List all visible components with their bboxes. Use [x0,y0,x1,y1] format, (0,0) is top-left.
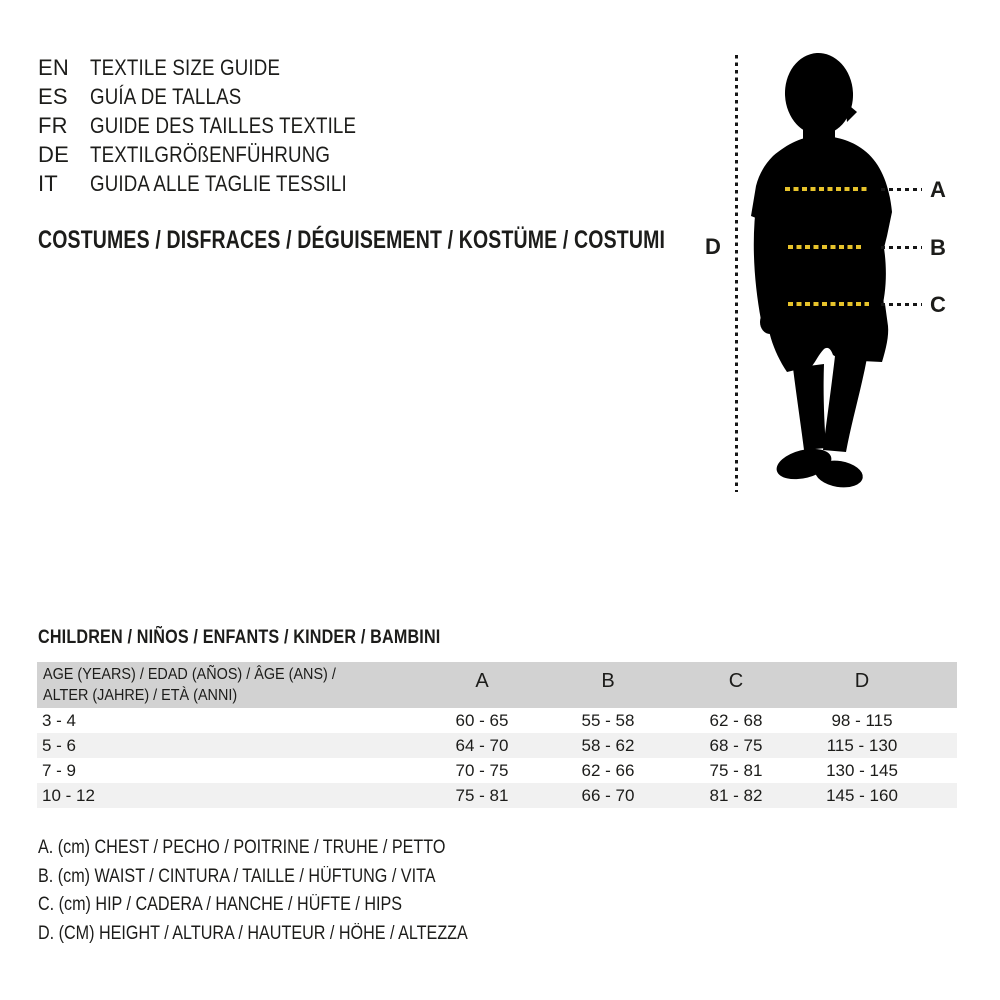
child-silhouette [751,53,892,488]
column-header-a: A [475,670,489,692]
language-title: GUIDE DES TAILLES TEXTILE [90,112,357,138]
language-row-en: EN TEXTILE SIZE GUIDE [38,53,403,82]
language-row-it: IT GUIDA ALLE TAGLIE TESSILI [38,169,403,198]
column-header-c: C [728,670,744,692]
age-cell: 10 - 12 [42,786,95,805]
waist-cell: 62 - 66 [581,761,635,780]
chest-cell: 60 - 65 [455,711,509,730]
height-dotted-line [735,55,738,492]
legend-waist: B. (cm) WAIST / CINTURA / TAILLE / HÜFTU… [38,865,436,887]
language-title: GUIDA ALLE TAGLIE TESSILI [90,170,347,196]
category-heading: COSTUMES / DISFRACES / DÉGUISEMENT / KOS… [38,226,666,254]
height-cell: 98 - 115 [831,711,893,730]
legend-height: D. (CM) HEIGHT / ALTURA / HAUTEUR / HÖHE… [38,922,468,944]
chest-cell: 64 - 70 [455,736,509,755]
language-title: TEXTILE SIZE GUIDE [90,54,281,80]
table-row: 10 - 12 75 - 81 66 - 70 81 - 82 145 - 16… [37,783,957,808]
age-cell: 5 - 6 [42,736,77,755]
column-header-d: D [854,670,870,692]
column-header-b: B [601,670,615,692]
chest-connector-line [881,188,922,191]
children-size-table: AGE (YEARS) / EDAD (AÑOS) / ÂGE (ANS) / … [37,662,957,808]
height-cell: 145 - 160 [826,786,898,805]
table-section-heading: CHILDREN / NIÑOS / ENFANTS / KINDER / BA… [38,627,441,648]
table-header-row: AGE (YEARS) / EDAD (AÑOS) / ÂGE (ANS) / … [37,662,957,708]
waist-connector-line [881,246,922,249]
age-cell: 7 - 9 [42,761,77,780]
waist-label-b: B [930,235,946,260]
language-code: ES [38,83,68,109]
age-column-header: AGE (YEARS) / EDAD (AÑOS) / ÂGE (ANS) / … [43,666,336,704]
hip-connector-line [881,303,922,306]
waist-measure-line [788,245,864,249]
language-code: IT [38,170,58,196]
waist-cell: 66 - 70 [581,786,635,805]
legend-hip: C. (cm) HIP / CADERA / HANCHE / HÜFTE / … [38,894,403,916]
hip-cell: 81 - 82 [709,786,763,805]
legend-chest: A. (cm) CHEST / PECHO / POITRINE / TRUHE… [38,837,446,858]
height-cell: 115 - 130 [826,736,898,755]
table-row: 5 - 6 64 - 70 58 - 62 68 - 75 115 - 130 [37,733,957,758]
chest-cell: 75 - 81 [455,786,509,805]
language-row-fr: FR GUIDE DES TAILLES TEXTILE [38,111,403,140]
language-title: GUÍA DE TALLAS [90,83,242,109]
language-title: TEXTILGRÖßENFÜHRUNG [90,141,331,167]
language-code: DE [38,141,69,167]
waist-cell: 55 - 58 [581,711,635,730]
waist-cell: 58 - 62 [581,736,635,755]
hip-measure-line [788,302,869,306]
language-code: EN [38,54,69,80]
age-cell: 3 - 4 [42,711,77,730]
chest-cell: 70 - 75 [455,761,509,780]
hip-label-c: C [930,292,946,317]
height-cell: 130 - 145 [826,761,898,780]
chest-measure-line [785,187,869,191]
language-row-de: DE TEXTILGRÖßENFÜHRUNG [38,140,403,169]
chest-label-a: A [930,177,946,202]
table-row: 7 - 9 70 - 75 62 - 66 75 - 81 130 - 145 [37,758,957,783]
table-row: 3 - 4 60 - 65 55 - 58 62 - 68 98 - 115 [37,708,957,733]
language-code: FR [38,112,68,138]
measurement-legend: A. (cm) CHEST / PECHO / POITRINE / TRUHE… [38,834,544,948]
height-label-d: D [705,234,721,259]
hip-cell: 62 - 68 [709,711,763,730]
hip-cell: 68 - 75 [709,736,763,755]
language-title-list: EN TEXTILE SIZE GUIDE ES GUÍA DE TALLAS … [38,53,403,198]
hip-cell: 75 - 81 [709,761,763,780]
language-row-es: ES GUÍA DE TALLAS [38,82,403,111]
